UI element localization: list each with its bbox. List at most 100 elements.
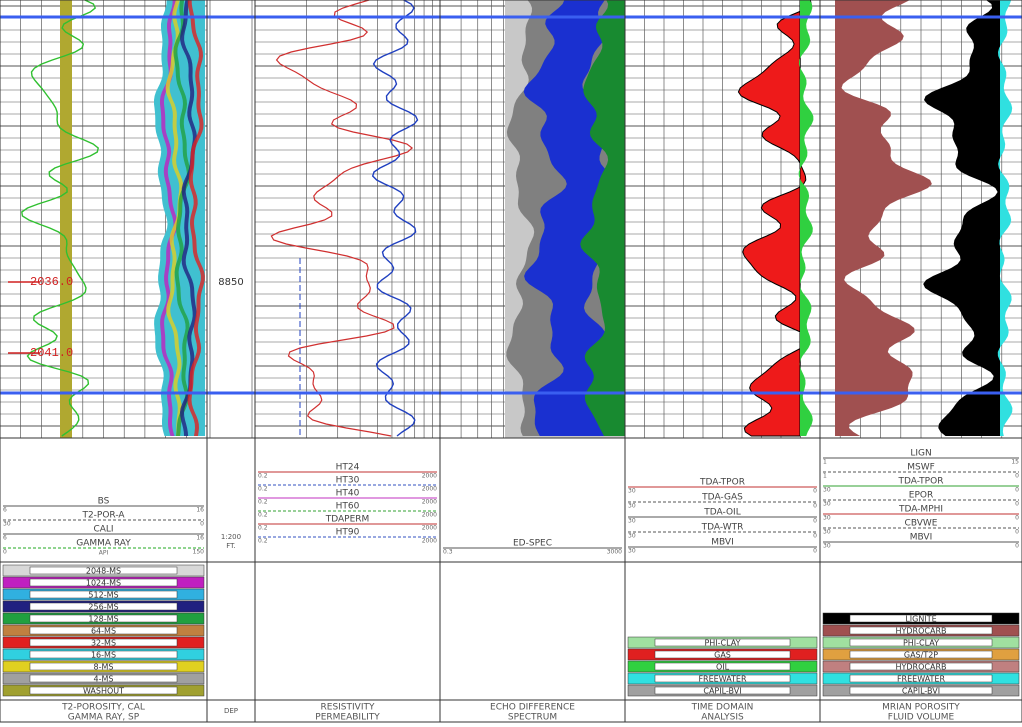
legend-label: GAS <box>714 651 731 660</box>
porosity-bin-fill <box>180 0 197 436</box>
curve-name: MSWF <box>907 463 935 473</box>
curve-scale-left: 0 <box>3 549 7 556</box>
track-title: T2-POROSITY, CAL <box>61 703 145 713</box>
curve-scale-right: 0 <box>1015 543 1019 550</box>
curve-name: EPOR <box>909 491 933 501</box>
depth-mark-label: 2041.0 <box>30 346 73 360</box>
curve-scale-left: 0.2 <box>258 512 268 519</box>
curve-name: T2-POR-A <box>81 511 125 521</box>
legend-label: WASHOUT <box>83 687 124 696</box>
legend-label-box <box>29 662 178 671</box>
depth-unit: FT. <box>226 542 236 550</box>
curve-scale-right: 0 <box>1015 529 1019 536</box>
curve-scale-left: 0.2 <box>258 499 268 506</box>
lignite-fill <box>923 0 1000 436</box>
curve-name: TDA-MPHI <box>898 505 943 515</box>
curve-scale-left: 0.2 <box>258 473 268 480</box>
legend-label-box <box>849 626 993 635</box>
curve-scale-left: 1 <box>823 473 827 480</box>
track-title: RESISTIVITY <box>321 703 375 713</box>
spectrum-blue <box>523 0 617 436</box>
legend-label: 512-MS <box>88 591 118 600</box>
spectrum-green <box>580 0 625 436</box>
track-title: PERMEABILITY <box>315 713 380 723</box>
legend-label: 2048-MS <box>86 567 121 576</box>
curve-name: TDA-TPOR <box>898 477 944 487</box>
legend-label-box <box>654 638 791 647</box>
curve-scale-right: 0 <box>813 518 817 525</box>
track-title: ECHO DIFFERENCE <box>490 703 575 713</box>
curve-scale-left: 30 <box>823 543 831 550</box>
porosity-bin-fill <box>173 0 191 436</box>
curve-scale-right: 16 <box>196 535 204 542</box>
legend-label-box <box>29 566 178 575</box>
curve-scale-right: 0 <box>813 548 817 555</box>
curve-scale-right: 0 <box>1015 501 1019 508</box>
track-title: GAMMA RAY, SP <box>68 713 140 723</box>
curve-name: GAMMA RAY <box>76 539 131 549</box>
legend-label: OIL <box>716 663 730 672</box>
porosity-bin-fill <box>187 0 205 436</box>
legend-label-box <box>29 578 178 587</box>
legend-label-box <box>654 662 791 671</box>
legend-label: 128-MS <box>88 615 118 624</box>
curve-scale-right: 0 <box>1015 473 1019 480</box>
curve-name: HT40 <box>336 489 360 499</box>
legend-label: 32-MS <box>91 639 116 648</box>
curve-scale-right: 0 <box>1015 515 1019 522</box>
curve-name: CBVWE <box>905 519 938 529</box>
legend-label-box <box>849 662 993 671</box>
legend-label-box <box>29 686 178 695</box>
curve-scale-left: 0.2 <box>258 486 268 493</box>
track-title: TIME DOMAIN <box>691 703 754 713</box>
legend-label-box <box>29 602 178 611</box>
curve-scale-left: 0.2 <box>258 525 268 532</box>
curve-name: HT30 <box>336 476 360 486</box>
legend-label-box <box>29 674 178 683</box>
depth-column <box>209 0 253 439</box>
curve-scale-right: 0 <box>813 488 817 495</box>
curve-scale-left: 6 <box>3 507 7 514</box>
hydrocarb-fill <box>835 0 932 436</box>
curve-scale-right: 2000 <box>422 512 437 519</box>
legend-label-box <box>849 638 993 647</box>
track-frame <box>819 0 1022 723</box>
curve-scale-right: 16 <box>196 507 204 514</box>
track-title: FLUID VOLUME <box>888 713 955 723</box>
resistivity-curve <box>270 0 414 437</box>
legend-label-box <box>849 650 993 659</box>
legend-label: 16-MS <box>91 651 116 660</box>
legend-label: FREEWATER <box>897 675 946 684</box>
curve-name: MBVI <box>711 538 733 548</box>
legend-label: 64-MS <box>91 627 116 636</box>
curve-scale-right: 0 <box>813 533 817 540</box>
legend-label-box <box>849 614 993 623</box>
legend-label: LIGNITE <box>905 615 936 624</box>
legend-label-box <box>849 686 993 695</box>
curve-name: ED-SPEC <box>513 539 552 549</box>
curve-scale-left: 30 <box>823 487 831 494</box>
legend-label: PHI-CLAY <box>903 639 939 648</box>
legend-label: PHI-CLAY <box>704 639 740 648</box>
curve-scale-right: 2000 <box>422 473 437 480</box>
legend-label: HYDROCARB <box>895 627 946 636</box>
curve-name: CALI <box>93 525 113 535</box>
legend-label: GAS/T2P <box>904 651 938 660</box>
curve-name: TDA-GAS <box>701 493 743 503</box>
legend-label-box <box>29 626 178 635</box>
legend-label-box <box>29 590 178 599</box>
curve-name: TDA-OIL <box>703 508 740 518</box>
depth-title: DEP <box>224 707 238 715</box>
curve-name: BS <box>98 497 110 507</box>
curve-scale-left: 30 <box>823 529 831 536</box>
legend-label: 4-MS <box>94 675 114 684</box>
curve-scale-left: 6 <box>3 535 7 542</box>
depth-mark-label: 2036.0 <box>30 275 73 289</box>
legend-label: FREEWATER <box>698 675 747 684</box>
curve-scale-right: 2000 <box>422 538 437 545</box>
curve-scale-right: 150 <box>193 549 205 556</box>
curve-name: HT90 <box>336 528 360 538</box>
gamma-ray-curve <box>21 0 99 437</box>
curve-scale-left: 30 <box>3 521 11 528</box>
